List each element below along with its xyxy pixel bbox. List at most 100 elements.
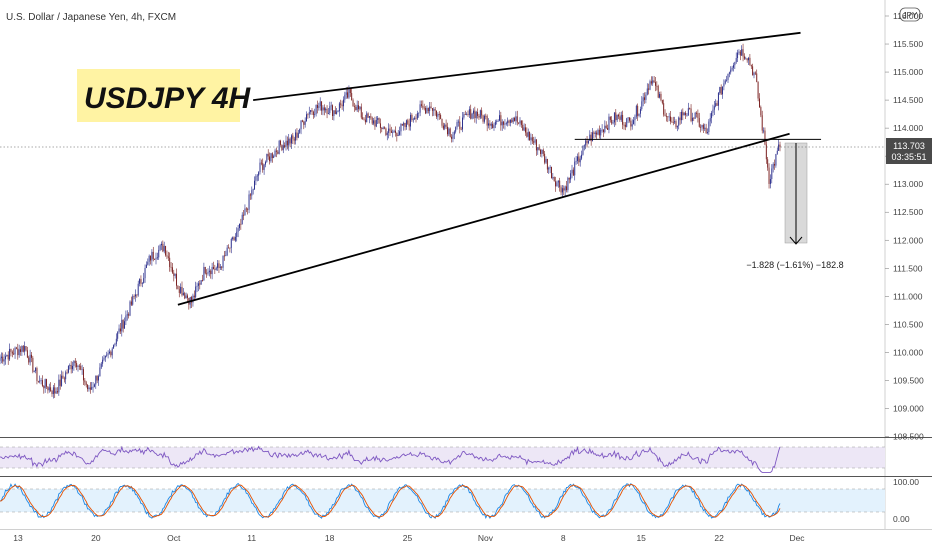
candle-body (496, 121, 497, 122)
measure-label: −1.828 (−1.61%) −182.8 (746, 260, 843, 270)
candle-body (543, 150, 544, 154)
candle-body (82, 369, 83, 370)
candle-body (34, 371, 35, 372)
candle-body (136, 294, 137, 295)
trendlines (178, 33, 821, 305)
time-tick-label: 13 (13, 533, 23, 543)
candle-body (380, 123, 381, 128)
candle-body (719, 87, 720, 93)
candle-body (171, 267, 172, 268)
candle-body (526, 132, 527, 136)
candle-body (276, 151, 277, 152)
candle-body (410, 115, 411, 127)
candle-body (112, 349, 113, 356)
candle-body (491, 124, 492, 126)
candle-body (433, 109, 434, 111)
candle-body (23, 346, 24, 352)
candle-body (228, 248, 229, 249)
candle-body (295, 132, 296, 140)
candle-body (681, 112, 682, 120)
candle-body (611, 120, 612, 123)
candle-body (218, 263, 219, 268)
candle-body (73, 361, 74, 366)
candle-body (778, 145, 779, 151)
candle-body (702, 125, 703, 127)
candle-body (194, 296, 195, 298)
candle-body (658, 86, 659, 97)
candle-body (32, 358, 33, 372)
candle-body (313, 112, 314, 115)
candle-body (429, 106, 430, 111)
candle-body (671, 122, 672, 123)
candle-body (299, 129, 300, 133)
candle-body (17, 349, 18, 356)
candle-body (400, 124, 401, 131)
candle-body (224, 256, 225, 257)
candle-body (54, 387, 55, 393)
candle-body (473, 111, 474, 114)
candle-body (62, 376, 63, 379)
candle-body (468, 114, 469, 115)
candle-body (578, 156, 579, 162)
candle-body (662, 100, 663, 103)
candle-body (165, 246, 166, 255)
candle-body (416, 118, 417, 119)
candle-body (119, 329, 120, 333)
candle-body (302, 120, 303, 121)
candle-body (209, 271, 210, 272)
candle-body (409, 124, 410, 127)
candle-body (318, 106, 319, 108)
candle-body (744, 56, 745, 58)
candle-body (715, 103, 716, 106)
candle-body (455, 127, 456, 131)
candle-body (239, 224, 240, 228)
candle-body (321, 101, 322, 110)
candle-body (567, 178, 568, 190)
candle-body (457, 122, 458, 127)
candle-body (655, 82, 656, 86)
candle-body (587, 140, 588, 143)
candle-body (58, 380, 59, 393)
osc2-tick-100: 100.00 (893, 477, 919, 487)
candle-body (659, 94, 660, 98)
candle-body (135, 294, 136, 296)
candle-body (67, 372, 68, 373)
candle-body (589, 135, 590, 141)
candle-body (172, 267, 173, 272)
candle-body (615, 113, 616, 121)
candle-body (383, 127, 384, 129)
candle-body (470, 109, 471, 119)
candle-body (9, 349, 10, 359)
candle-body (292, 135, 293, 138)
candle-body (240, 224, 241, 225)
candle-body (602, 130, 603, 131)
candle-body (513, 118, 514, 122)
candle-body (158, 250, 159, 257)
candle-body (737, 53, 738, 58)
candle-body (622, 115, 623, 125)
candle-body (629, 117, 630, 120)
measure-tool[interactable]: −1.828 (−1.61%) −182.8 (746, 143, 843, 270)
candle-body (725, 81, 726, 84)
candle-body (718, 93, 719, 106)
candle-body (752, 66, 753, 75)
candle-body (498, 121, 499, 122)
candle-body (220, 267, 221, 268)
candle-body (682, 112, 683, 116)
candle-body (396, 133, 397, 136)
candle-body (677, 126, 678, 127)
candle-body (24, 346, 25, 352)
candle-body (264, 165, 265, 170)
candle-body (46, 379, 47, 387)
candle-body (584, 145, 585, 146)
candle-body (585, 140, 586, 145)
candle-body (56, 391, 57, 393)
candle-body (199, 283, 200, 284)
candle-body (368, 113, 369, 117)
candle-body (406, 120, 407, 127)
candle-body (387, 133, 388, 135)
candle-body (161, 244, 162, 245)
candle-body (502, 122, 503, 126)
candle-body (777, 151, 778, 154)
